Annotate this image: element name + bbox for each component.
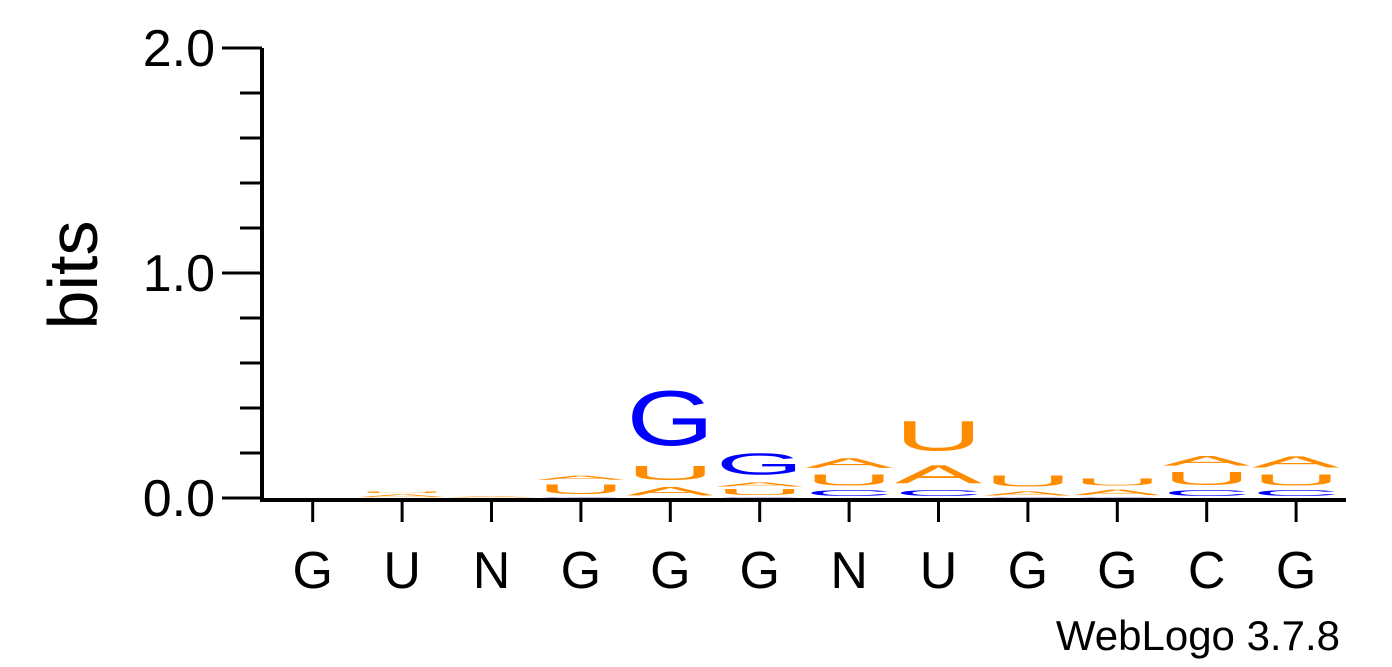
x-position-label: G bbox=[292, 542, 332, 600]
x-position-label: G bbox=[650, 542, 690, 600]
logo-letter-c: C bbox=[1252, 489, 1340, 498]
logo-letter-u: U bbox=[1252, 471, 1340, 489]
logo-letter-c: C bbox=[1073, 497, 1161, 498]
x-position-label: G bbox=[561, 542, 601, 600]
logo-letter-u: U bbox=[984, 472, 1072, 490]
logo-letter-u: U bbox=[358, 491, 446, 493]
x-position-label: G bbox=[1276, 542, 1316, 600]
logo-letter-c: C bbox=[1163, 489, 1251, 498]
x-position-label: G bbox=[1008, 542, 1048, 600]
logo-letter-a: A bbox=[448, 496, 536, 498]
x-position-label: N bbox=[830, 542, 868, 600]
logo-letter-u: U bbox=[537, 481, 625, 497]
x-position-label: N bbox=[473, 542, 511, 600]
x-position-label: G bbox=[739, 542, 779, 600]
x-position-label: U bbox=[920, 542, 958, 600]
logo-letter-g: G bbox=[626, 374, 714, 462]
logo-letter-c: C bbox=[984, 497, 1072, 498]
logo-letter-c: C bbox=[805, 489, 893, 498]
x-position-label: C bbox=[1188, 542, 1226, 600]
logo-letter-a: A bbox=[626, 484, 713, 498]
logo-letter-g: G bbox=[716, 447, 804, 481]
logo-letter-u: U bbox=[626, 462, 714, 484]
logo-letter-u: U bbox=[716, 488, 804, 497]
logo-letter-u: U bbox=[805, 471, 893, 489]
logo-letter-u: U bbox=[1073, 477, 1161, 488]
logo-letter-u: U bbox=[895, 413, 983, 460]
weblogo-credit: WebLogo 3.7.8 bbox=[1056, 612, 1340, 659]
logo-letter-a: A bbox=[537, 474, 625, 481]
y-tick-label: 2.0 bbox=[143, 20, 215, 78]
logo-letter-a: A bbox=[895, 460, 982, 489]
logo-letter-a: A bbox=[805, 455, 892, 471]
y-tick-label: 1.0 bbox=[143, 245, 215, 303]
logo-letter-g: G bbox=[537, 497, 625, 498]
logo-letter-a: A bbox=[1163, 453, 1250, 469]
logo-letter-a: A bbox=[984, 490, 1072, 497]
logo-letter-a: A bbox=[358, 493, 446, 498]
logo-letter-c: C bbox=[716, 497, 804, 498]
x-position-label: U bbox=[383, 542, 421, 600]
logo-letter-a: A bbox=[1073, 488, 1161, 497]
logo-letter-u: U bbox=[1163, 469, 1251, 489]
logo-letter-a: A bbox=[716, 481, 804, 488]
y-axis-ticks: 0.0 1.0 2.0 bbox=[143, 20, 262, 528]
logo-letter-c: C bbox=[895, 489, 983, 498]
logo-letter-a: A bbox=[1252, 453, 1339, 471]
y-tick-label: 0.0 bbox=[143, 470, 215, 528]
y-axis-title: bits bbox=[34, 221, 112, 330]
x-position-label: G bbox=[1097, 542, 1137, 600]
